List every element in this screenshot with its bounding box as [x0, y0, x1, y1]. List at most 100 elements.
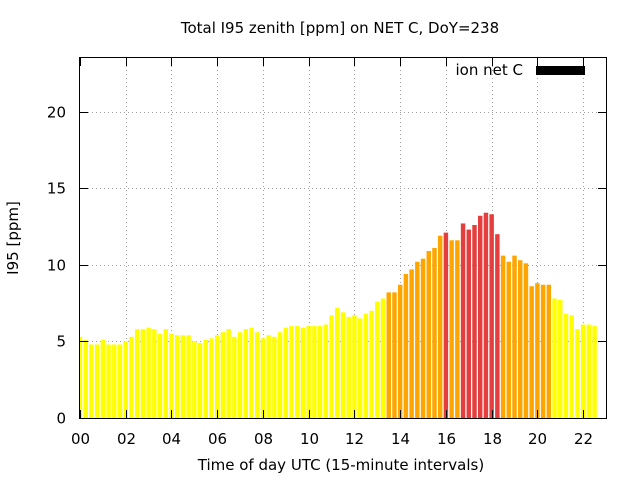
- data-bar: [232, 336, 237, 418]
- data-bar: [295, 326, 300, 418]
- data-bar: [169, 333, 174, 418]
- data-bar: [352, 315, 357, 418]
- data-bar: [335, 307, 340, 418]
- data-bar: [380, 298, 386, 418]
- data-bar: [369, 310, 374, 418]
- data-bar: [512, 255, 517, 418]
- bar-layer: [80, 212, 597, 418]
- data-bar: [260, 338, 266, 418]
- chart-title: Total I95 zenith [ppm] on NET C, DoY=238: [180, 19, 499, 37]
- y-tick-label: 0: [56, 410, 66, 428]
- data-bar: [540, 284, 546, 418]
- data-bar: [329, 315, 334, 418]
- data-bar: [89, 344, 94, 418]
- data-bar: [317, 326, 323, 418]
- x-tick-label: 10: [300, 430, 319, 448]
- y-tick-label: 10: [47, 257, 66, 275]
- data-bar: [146, 327, 151, 418]
- data-bar: [437, 235, 443, 418]
- plot-frame: [79, 57, 607, 419]
- data-bar: [575, 329, 580, 418]
- data-bar: [495, 234, 500, 418]
- x-tick-label: 14: [391, 430, 410, 448]
- data-bar: [586, 324, 592, 418]
- data-bar: [375, 301, 380, 418]
- data-bar: [117, 344, 123, 418]
- data-bar: [546, 284, 552, 418]
- data-bar: [255, 332, 260, 418]
- data-bar: [323, 324, 329, 418]
- data-bar: [283, 327, 289, 418]
- data-bar: [409, 269, 414, 418]
- data-bar: [289, 326, 294, 418]
- data-bar: [552, 298, 557, 418]
- x-tick-label: 00: [71, 430, 90, 448]
- data-bar: [100, 339, 106, 418]
- data-bar: [340, 312, 346, 418]
- data-bar: [226, 329, 231, 418]
- data-bar: [112, 344, 117, 418]
- y-tick-label: 20: [47, 104, 66, 122]
- data-bar: [94, 344, 100, 418]
- data-bar: [563, 313, 569, 418]
- data-bar: [518, 260, 523, 418]
- data-bar: [449, 240, 454, 418]
- data-bar: [580, 324, 586, 418]
- data-bar: [300, 327, 306, 418]
- data-bar: [483, 212, 489, 418]
- data-bar: [197, 342, 203, 418]
- data-bar: [386, 292, 391, 418]
- data-bar: [272, 336, 277, 418]
- data-bar: [180, 335, 186, 418]
- data-bar: [163, 329, 168, 418]
- data-bar: [392, 292, 397, 418]
- data-bar: [192, 341, 197, 418]
- data-bar: [134, 329, 140, 418]
- legend: ion net C: [456, 61, 585, 79]
- data-bar: [306, 326, 311, 418]
- legend-swatch: [536, 66, 585, 75]
- data-bar: [506, 261, 512, 418]
- data-bar: [569, 315, 574, 418]
- x-tick-label: 02: [117, 430, 136, 448]
- x-tick-label: 22: [574, 430, 593, 448]
- data-bar: [357, 318, 363, 418]
- x-tick-label: 18: [483, 430, 502, 448]
- data-bar: [209, 338, 214, 418]
- data-bar: [529, 286, 534, 418]
- data-bar: [243, 329, 249, 418]
- data-bar: [106, 344, 111, 418]
- data-bar: [592, 326, 597, 418]
- data-bar: [123, 341, 128, 418]
- data-bar: [500, 255, 506, 418]
- data-bar: [432, 247, 437, 418]
- x-tick-label: 06: [208, 430, 227, 448]
- data-bar: [80, 336, 83, 418]
- data-bar: [220, 332, 226, 418]
- data-bar: [403, 274, 409, 418]
- y-tick-label: 15: [47, 180, 66, 198]
- x-tick-label: 20: [528, 430, 547, 448]
- x-tick-label: 08: [254, 430, 273, 448]
- data-bar: [363, 313, 369, 418]
- data-bar: [312, 326, 317, 418]
- data-bar: [186, 335, 191, 418]
- data-bar: [472, 224, 477, 418]
- data-bar: [558, 300, 563, 418]
- data-bar: [426, 251, 431, 418]
- data-bar: [83, 339, 88, 418]
- x-tick-label: 04: [162, 430, 181, 448]
- data-bar: [477, 215, 483, 418]
- data-bar: [346, 316, 351, 418]
- x-axis-label: Time of day UTC (15-minute intervals): [197, 456, 484, 474]
- data-bar: [420, 258, 426, 418]
- data-bar: [415, 261, 420, 418]
- data-bar: [266, 335, 271, 418]
- data-bar: [249, 327, 254, 418]
- data-bar: [523, 263, 529, 418]
- data-bar: [203, 339, 209, 418]
- data-bar: [129, 336, 134, 418]
- x-tick-label: 12: [345, 430, 364, 448]
- data-bar: [460, 223, 466, 418]
- data-bar: [174, 335, 180, 418]
